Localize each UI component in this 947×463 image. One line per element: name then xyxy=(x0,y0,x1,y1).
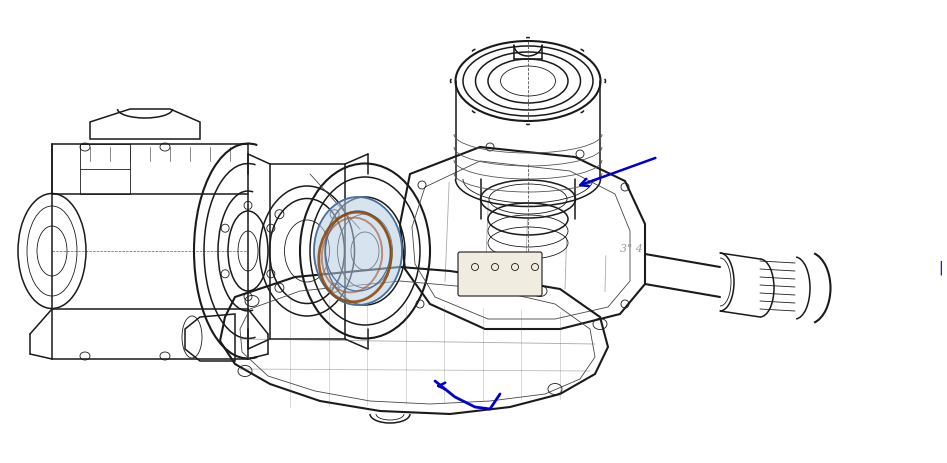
Ellipse shape xyxy=(314,198,402,305)
Text: 3" 4: 3" 4 xyxy=(620,244,643,253)
Text: |: | xyxy=(938,260,942,275)
FancyBboxPatch shape xyxy=(458,252,542,296)
